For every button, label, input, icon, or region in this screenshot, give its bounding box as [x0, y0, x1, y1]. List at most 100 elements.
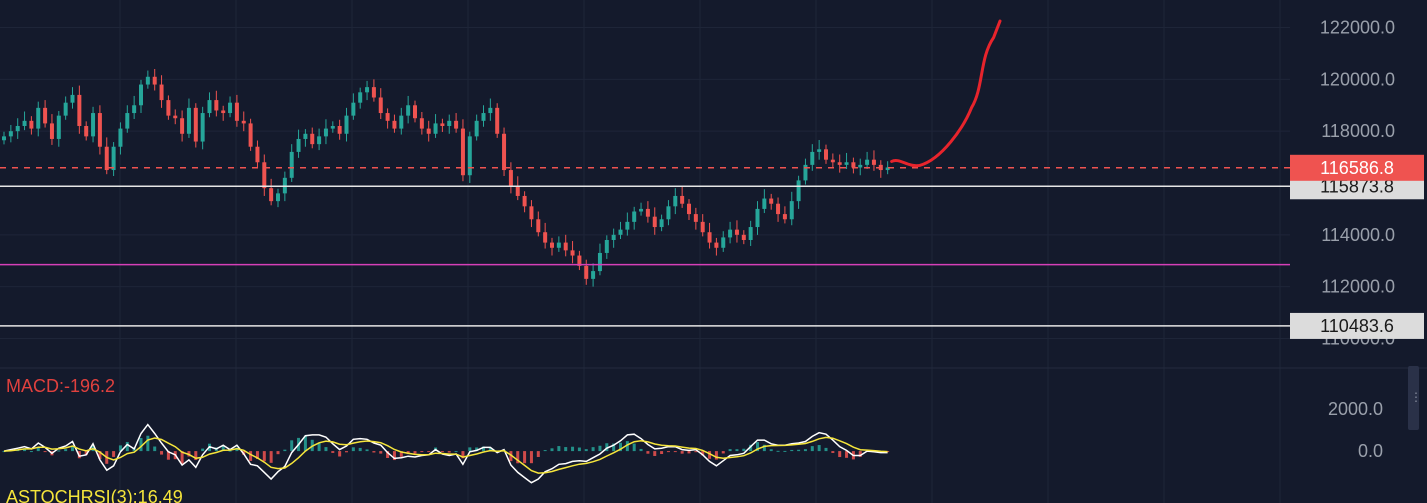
macd-histogram-bar — [509, 451, 513, 462]
candle — [508, 162, 513, 194]
macd-histogram-bar — [653, 451, 657, 457]
macd-histogram-bar — [769, 449, 773, 452]
candle — [118, 122, 123, 155]
candle — [337, 119, 342, 140]
candle — [652, 207, 657, 235]
candle — [276, 188, 280, 208]
macd-histogram-bar — [803, 449, 807, 452]
macd-histogram-bar — [571, 446, 575, 452]
macd-tick-label: 0.0 — [1358, 441, 1383, 461]
macd-histogram-bar — [71, 446, 74, 452]
macd-histogram-bar — [680, 451, 684, 454]
candle — [824, 144, 828, 164]
candle — [721, 231, 726, 252]
macd-histogram-bar — [358, 447, 362, 452]
candle — [570, 241, 575, 264]
macd-histogram-bar — [331, 451, 335, 453]
candle — [865, 151, 870, 170]
candle — [495, 103, 500, 138]
macd-histogram-bar — [290, 440, 294, 452]
candle — [467, 131, 472, 183]
candle — [885, 161, 890, 175]
macd-histogram-bar — [721, 451, 725, 454]
candle — [365, 80, 370, 101]
candle — [515, 176, 520, 201]
drawn-projection-path[interactable] — [890, 19, 1002, 168]
macd-histogram-bar — [23, 448, 27, 452]
candle — [15, 118, 20, 139]
macd-histogram-bar — [283, 449, 287, 452]
price-tags: 115873.8 110483.6 116586.8 — [1290, 154, 1424, 339]
candle — [419, 112, 424, 135]
macd-histogram-bar — [338, 451, 342, 457]
candle — [139, 79, 143, 114]
price-tick-label: 120000.0 — [1320, 69, 1395, 89]
macd-histogram-bar — [817, 445, 821, 452]
macd-histogram-bar — [529, 451, 533, 464]
candle — [310, 127, 315, 149]
macd-histogram-bar — [776, 450, 780, 452]
candle — [180, 110, 185, 142]
macd-histogram-bar — [687, 451, 691, 454]
macd-histogram-bar — [57, 450, 61, 452]
macd-histogram-bar — [29, 451, 33, 453]
macd-histogram-bar — [728, 449, 732, 452]
svg-text:116586.8: 116586.8 — [1320, 158, 1394, 178]
macd-histogram-bar — [523, 451, 527, 464]
candle — [611, 228, 616, 248]
candle — [769, 193, 774, 210]
candle — [584, 259, 589, 285]
candle — [49, 114, 54, 145]
macd-histogram-bar — [810, 446, 814, 452]
macd-histogram-bar — [762, 444, 766, 452]
candle — [810, 144, 815, 171]
macd-histogram-bar — [324, 447, 328, 452]
macd-histogram-bar — [303, 435, 307, 452]
candle — [2, 131, 6, 145]
macd-histogram-bar — [536, 451, 540, 457]
macd-histogram-bar — [153, 446, 157, 452]
macd-histogram-bar — [180, 451, 184, 464]
macd-histogram-bar — [351, 447, 355, 452]
candle — [748, 220, 753, 246]
candle — [193, 103, 198, 148]
candle — [625, 212, 630, 236]
candle — [296, 129, 301, 158]
candle — [741, 230, 746, 245]
candle — [125, 105, 130, 133]
candle — [186, 98, 191, 138]
macd-histogram-bar — [112, 451, 116, 457]
candle — [70, 87, 75, 109]
candle — [378, 88, 383, 120]
candle — [303, 129, 308, 147]
price-axis[interactable]: 122000.0 120000.0 118000.0 114000.0 112000.0… — [1320, 18, 1395, 462]
macd-histogram-bar — [756, 442, 759, 452]
candle — [673, 188, 678, 215]
pane-resize-handle[interactable]: ⋮ — [1408, 366, 1422, 430]
signal-line — [3, 436, 888, 474]
macd-histogram-bar — [475, 447, 479, 452]
candle — [591, 263, 596, 287]
candle — [858, 158, 863, 176]
candle — [84, 121, 89, 141]
macd-histogram-bar — [605, 443, 609, 452]
candle — [878, 160, 883, 178]
macd-histogram-bar — [557, 446, 561, 452]
macd-histogram-bar — [125, 441, 129, 452]
candle — [871, 150, 876, 171]
candle — [29, 116, 34, 135]
candle — [111, 142, 116, 177]
candle — [447, 114, 452, 134]
macd-histogram-bar — [886, 451, 890, 453]
candle — [43, 100, 48, 128]
macd-histogram-bar — [255, 451, 259, 460]
candle — [399, 107, 404, 135]
candle — [234, 94, 239, 127]
candle — [406, 95, 411, 124]
macd-histogram-bar — [845, 451, 849, 458]
candle — [550, 237, 554, 256]
candle — [385, 108, 390, 129]
candle — [659, 214, 664, 232]
